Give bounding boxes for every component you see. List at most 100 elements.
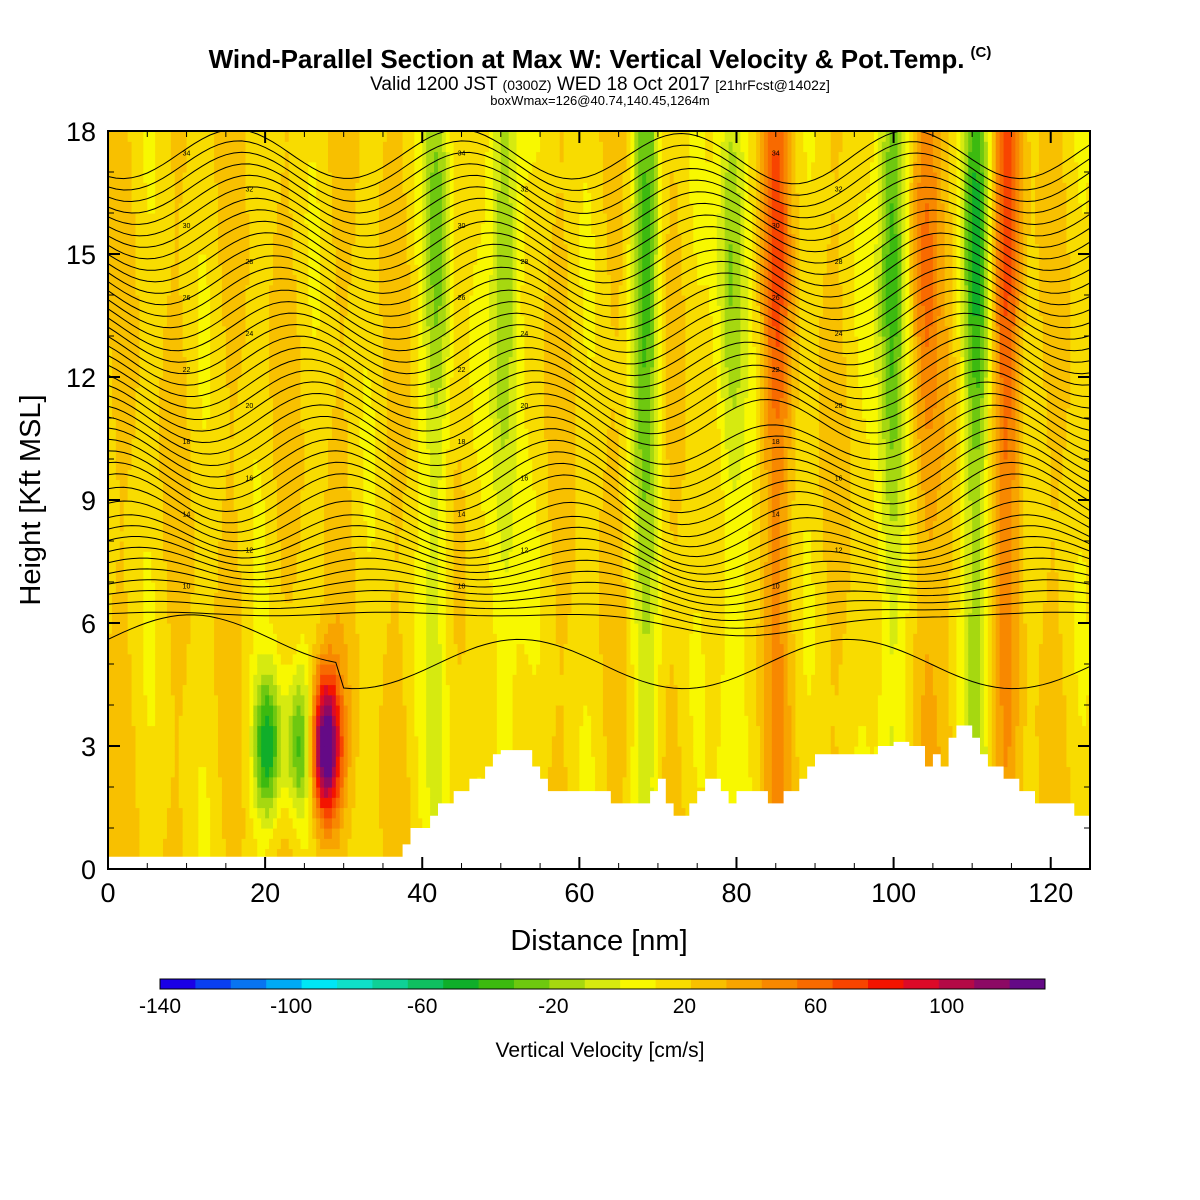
w-cell: [210, 725, 215, 737]
w-cell: [363, 787, 368, 798]
w-cell: [178, 551, 184, 563]
w-cell: [111, 151, 117, 163]
w-cell: [108, 838, 113, 850]
w-cell: [292, 612, 298, 624]
w-cell: [190, 407, 196, 419]
w-cell: [257, 428, 262, 440]
w-cell: [269, 213, 274, 224]
w-cell: [355, 336, 360, 347]
w-cell: [308, 510, 313, 522]
w-cell: [320, 489, 325, 501]
w-cell: [206, 756, 211, 768]
w-cell: [324, 756, 329, 768]
w-cell: [170, 131, 176, 142]
w-cell: [261, 715, 266, 727]
w-cell: [115, 828, 121, 839]
w-cell: [335, 735, 341, 747]
w-cell: [359, 356, 364, 368]
w-cell: [253, 151, 258, 163]
w-cell: [233, 479, 239, 491]
w-cell: [265, 479, 270, 491]
w-cell: [249, 674, 254, 686]
w-cell: [174, 202, 180, 214]
w-cell: [194, 295, 199, 306]
w-cell: [155, 756, 160, 768]
w-cell: [225, 305, 231, 317]
w-cell: [276, 407, 282, 419]
w-cell: [371, 571, 376, 583]
w-cell: [194, 243, 199, 255]
w-cell: [225, 172, 231, 183]
w-cell: [119, 356, 125, 368]
w-cell: [339, 336, 345, 347]
w-cell: [151, 356, 156, 368]
w-cell: [359, 428, 364, 440]
w-cell: [151, 571, 156, 583]
w-cell: [131, 489, 137, 501]
w-cell: [111, 725, 117, 737]
w-cell: [327, 828, 333, 839]
w-cell: [170, 438, 176, 450]
w-cell: [190, 510, 196, 522]
w-cell: [147, 243, 152, 255]
w-cell: [162, 243, 168, 255]
w-cell: [355, 131, 360, 142]
w-cell: [304, 807, 309, 819]
w-cell: [166, 213, 172, 224]
w-cell: [225, 520, 231, 532]
w-cell: [347, 500, 353, 511]
w-cell: [355, 325, 360, 337]
w-cell: [284, 264, 290, 276]
w-cell: [288, 705, 294, 716]
w-cell: [276, 582, 282, 593]
w-cell: [363, 838, 368, 850]
w-cell: [351, 694, 357, 706]
w-cell: [331, 592, 337, 604]
w-cell: [316, 694, 321, 706]
w-cell: [135, 223, 141, 235]
w-cell: [312, 571, 317, 583]
w-cell: [237, 151, 243, 163]
w-cell: [351, 254, 357, 265]
w-cell: [304, 151, 309, 163]
w-cell: [233, 377, 239, 388]
w-cell: [272, 520, 278, 532]
w-cell: [245, 459, 251, 470]
w-cell: [166, 541, 172, 552]
w-cell: [327, 346, 333, 358]
w-cell: [304, 305, 309, 317]
w-cell: [170, 346, 176, 358]
w-cell: [339, 848, 345, 860]
w-cell: [335, 182, 341, 194]
w-cell: [202, 582, 207, 593]
w-cell: [379, 848, 384, 860]
w-cell: [343, 131, 349, 142]
w-cell: [363, 489, 368, 501]
w-cell: [288, 377, 294, 388]
w-cell: [155, 469, 160, 481]
w-cell: [367, 151, 372, 163]
w-cell: [327, 592, 333, 604]
w-cell: [367, 664, 372, 675]
w-cell: [355, 182, 360, 194]
w-cell: [182, 807, 188, 819]
w-cell: [135, 336, 141, 347]
w-cell: [178, 295, 184, 306]
chart-title: Wind-Parallel Section at Max W: Vertical…: [0, 44, 1200, 75]
w-cell: [237, 254, 243, 265]
w-cell: [280, 305, 286, 317]
w-cell: [123, 561, 129, 573]
w-cell: [300, 551, 305, 563]
w-cell: [135, 428, 141, 440]
w-cell: [347, 274, 353, 286]
w-cell: [347, 735, 353, 747]
w-cell: [324, 172, 329, 183]
w-cell: [127, 653, 133, 665]
w-cell: [257, 664, 262, 675]
w-cell: [257, 397, 262, 409]
w-cell: [127, 674, 133, 686]
w-cell: [155, 500, 160, 511]
w-cell: [108, 541, 113, 552]
w-cell: [363, 172, 368, 183]
w-cell: [316, 336, 321, 347]
